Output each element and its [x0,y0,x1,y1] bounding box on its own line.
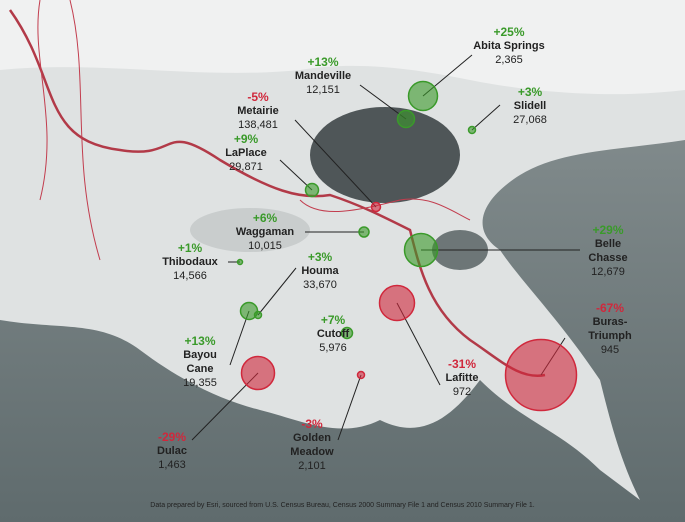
leader-line [294,119,377,208]
change-label: +9% [233,132,259,146]
population: 5,976 [319,342,347,354]
change-label: -29% [157,430,186,444]
place-name: Houma [301,265,339,277]
place-label: -3% Golden Meadow 2,101 [285,417,340,473]
change-circle [370,201,382,213]
place-label: +25% Abita Springs 2,365 [454,25,564,67]
place-label: +9% LaPlace 29,871 [211,132,281,174]
place-name: Slidell [513,100,547,112]
change-circle [239,301,259,321]
place-name: Buras-Triumph [588,316,632,342]
place-name: Abita Springs [473,40,545,52]
place-label: -29% Dulac 1,463 [142,430,202,472]
change-circle [240,355,276,391]
population: 12,151 [306,84,340,96]
population: 27,068 [513,114,547,126]
population: 2,101 [298,460,326,472]
population: 2,365 [495,54,523,66]
change-label: +7% [320,313,346,327]
change-label: -31% [447,357,476,371]
place-name: Bayou Cane [183,349,217,375]
place-label: -31% Lafitte 972 [432,357,492,399]
change-circle [236,258,244,266]
change-label: -5% [247,90,269,104]
leader-line [471,104,501,131]
place-label: -5% Metairie 138,481 [223,90,293,132]
population: 33,670 [303,279,337,291]
river [8,9,546,378]
change-label: -67% [595,301,624,315]
place-label: +6% Waggaman 10,015 [225,211,305,253]
place-name: Lafitte [445,372,479,384]
population: 19,355 [183,377,217,389]
road [37,0,471,261]
change-circle [378,284,416,322]
place-label: +29% Belle Chasse 12,679 [583,223,633,279]
place-name: Belle Chasse [588,238,628,264]
place-label: +7% Cutoff 5,976 [303,313,363,355]
place-name: Mandeville [294,70,352,82]
change-label: +6% [252,211,278,225]
leader-line [229,310,250,366]
place-label: +13% Bayou Cane 19,355 [178,334,223,390]
upland [0,0,685,95]
place-label: +3% Houma 33,670 [285,250,355,292]
place-label: -67% Buras-Triumph 945 [583,301,638,357]
leader-line [257,267,297,316]
place-label: +3% Slidell 27,068 [495,85,565,127]
change-circle [403,232,439,268]
population: 10,015 [248,240,282,252]
population: 972 [452,386,472,398]
change-label: +1% [177,241,203,255]
footer: Data prepared by Esri, sourced from U.S.… [150,502,535,509]
lake [310,107,460,203]
change-label: +13% [307,55,339,69]
place-label: +13% Mandeville 12,151 [278,55,368,97]
change-circle [504,338,578,412]
leader-line [279,159,313,191]
place-name: Golden Meadow [290,432,334,458]
change-label: +25% [493,25,525,39]
change-circle [340,326,354,340]
wetland [190,208,310,252]
change-circle [356,370,366,380]
change-circle [396,109,416,129]
leader-line [359,84,407,120]
population: 12,679 [591,266,625,278]
change-label: +3% [517,85,543,99]
place-name: LaPlace [225,147,267,159]
place-label: +1% Thibodaux 14,566 [150,241,230,283]
population: 14,566 [173,270,207,282]
change-circle [467,125,477,135]
change-label: +29% [592,223,624,237]
change-circle [407,80,439,112]
place-name: Cutoff [316,328,350,340]
population: 945 [600,344,620,356]
place-name: Metairie [237,105,279,117]
change-label: -3% [301,417,323,431]
population: 29,871 [229,161,263,173]
place-name: Dulac [157,445,187,457]
change-circle [358,226,370,238]
change-circle [304,182,320,198]
change-label: +13% [184,334,216,348]
population: 1,463 [158,459,186,471]
leader-line [337,374,362,441]
change-label: +3% [307,250,333,264]
place-name: Thibodaux [162,256,218,268]
place-name: Waggaman [235,226,295,238]
population: 138,481 [238,119,278,131]
